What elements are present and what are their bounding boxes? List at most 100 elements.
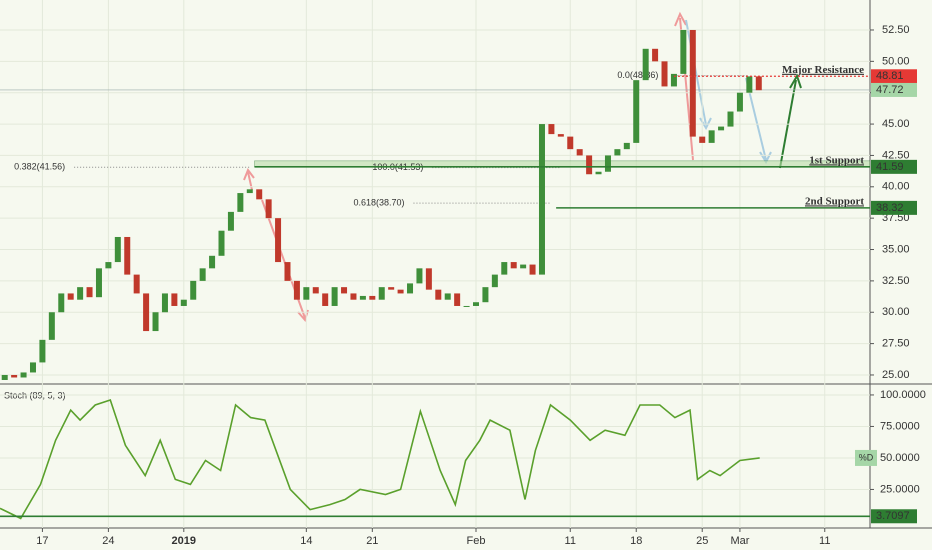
candle: [520, 264, 527, 269]
candle: [256, 189, 263, 200]
candle: [199, 268, 206, 281]
support-zone: [254, 160, 871, 168]
candle: [227, 211, 234, 231]
price-label-box: [871, 82, 917, 97]
candle: [1, 374, 8, 380]
fib-label: 0.618(38.70): [353, 197, 404, 207]
y-tick-label: 25.00: [882, 369, 910, 381]
candle: [378, 287, 385, 300]
candle: [736, 92, 743, 112]
y-tick-label: 30.00: [882, 306, 910, 318]
candle: [652, 48, 659, 62]
candle: [435, 289, 442, 300]
candle: [209, 255, 216, 269]
candle: [20, 372, 27, 378]
candle: [661, 61, 668, 87]
candle: [171, 293, 178, 306]
candle: [143, 293, 150, 332]
level-name: 2nd Support: [805, 195, 864, 207]
x-tick-label: 11: [565, 535, 576, 547]
candle: [105, 262, 112, 269]
x-tick-label: 18: [630, 535, 642, 547]
level-value: 38.32: [876, 202, 904, 214]
y-tick-label: 50.00: [882, 55, 910, 67]
candle: [623, 142, 630, 150]
candle: [501, 262, 508, 275]
candle: [755, 76, 762, 91]
y-tick-label: 42.50: [882, 149, 910, 161]
candle: [39, 339, 46, 363]
candle: [133, 274, 140, 294]
candle: [670, 73, 677, 87]
candle: [642, 48, 649, 81]
y-tick-label: 75.0000: [880, 420, 920, 432]
candle: [124, 236, 131, 275]
candle: [491, 274, 498, 288]
current-price: 47.72: [876, 84, 904, 96]
candle: [529, 264, 536, 275]
candle: [699, 136, 706, 143]
level-label-box: [871, 509, 917, 524]
y-tick-label: 40.00: [882, 181, 910, 193]
candle: [293, 280, 300, 300]
candle: [473, 302, 480, 306]
candle: [718, 126, 725, 131]
candle: [727, 111, 734, 127]
candle: [388, 287, 395, 290]
fib-label: 0.0(48.86): [617, 70, 658, 80]
level-name: 1st Support: [809, 154, 864, 166]
y-tick-label: 35.00: [882, 243, 910, 255]
candle: [416, 268, 423, 284]
y-tick-label: 52.50: [882, 24, 910, 36]
y-tick-label: 45.00: [882, 118, 910, 130]
stoch-level-value: 3.7097: [876, 510, 910, 522]
candle: [680, 29, 687, 74]
candle: [614, 149, 621, 156]
fib-label: 0.382(41.56): [14, 162, 65, 172]
candle: [463, 305, 470, 307]
y-tick-label: 27.50: [882, 338, 910, 350]
candle: [58, 293, 65, 313]
candle: [67, 293, 74, 300]
candle: [303, 287, 310, 300]
candle: [350, 293, 357, 300]
candle: [604, 155, 611, 172]
x-tick-label: 24: [102, 535, 114, 547]
candle: [246, 189, 253, 194]
candle: [284, 262, 291, 281]
x-tick-label: 17: [36, 535, 48, 547]
candle: [482, 287, 489, 303]
candle: [454, 293, 461, 306]
stoch-line: [0, 398, 760, 520]
x-tick-label: 21: [366, 535, 378, 547]
candle: [595, 171, 602, 175]
series-name: %D: [859, 452, 874, 462]
candle: [567, 136, 574, 150]
y-tick-label: 50.0000: [880, 452, 920, 464]
candle: [86, 287, 93, 298]
candle: [444, 293, 451, 300]
candle: [275, 218, 282, 263]
candle: [48, 312, 55, 340]
candle: [265, 199, 272, 219]
x-tick-label: 25: [696, 535, 708, 547]
candle: [29, 362, 36, 373]
level-label-box: [871, 200, 917, 215]
candle: [218, 230, 225, 256]
candle: [77, 287, 84, 300]
candle: [397, 289, 404, 294]
x-tick-label: 2019: [172, 535, 196, 547]
candle: [11, 374, 18, 378]
candle: [633, 80, 640, 143]
series-label-box: [855, 449, 877, 466]
candle: [180, 299, 187, 306]
candle: [152, 312, 159, 332]
level-value: 41.59: [876, 161, 904, 173]
level-label-box: [871, 159, 917, 174]
level-value: 48.81: [876, 70, 904, 82]
candle: [510, 262, 517, 269]
candle: [689, 29, 696, 137]
candle: [586, 155, 593, 175]
candle: [331, 287, 338, 306]
